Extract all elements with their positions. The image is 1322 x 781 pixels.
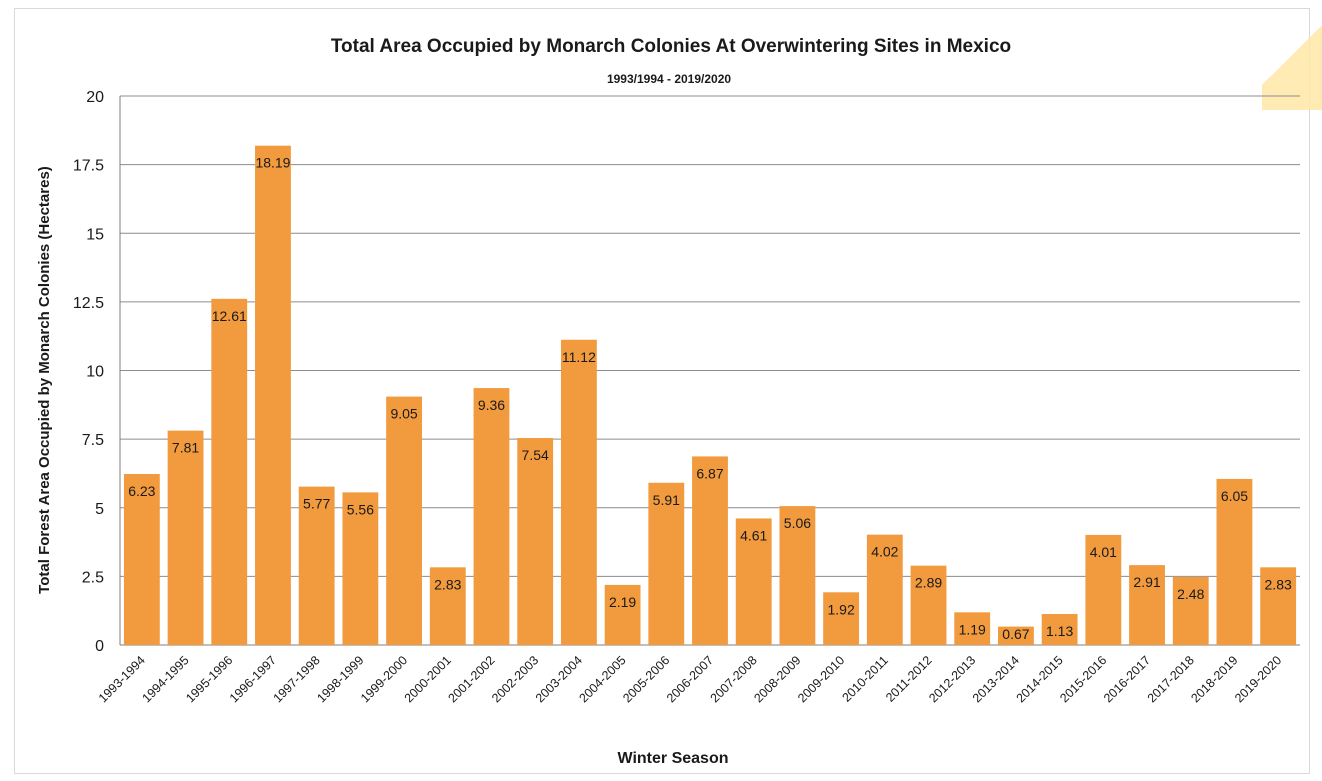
x-tick-label: 2009-2010	[795, 653, 847, 705]
x-tick-label: 2013-2014	[970, 653, 1022, 705]
data-label: 2.91	[1133, 574, 1160, 590]
data-label: 2.19	[609, 594, 636, 610]
data-label: 0.67	[1002, 626, 1029, 642]
x-tick-label: 2008-2009	[751, 653, 803, 705]
bar	[604, 584, 641, 645]
y-tick-label: 0	[95, 638, 104, 655]
x-tick-label: 2006-2007	[664, 653, 716, 705]
y-tick-label: 17.5	[73, 158, 104, 175]
bar	[692, 456, 728, 645]
bar	[1172, 576, 1209, 645]
bar	[1085, 534, 1122, 645]
data-label: 1.92	[827, 601, 854, 617]
data-label: 12.61	[212, 308, 247, 324]
data-label: 6.05	[1221, 488, 1248, 504]
data-label: 5.77	[303, 496, 330, 512]
corner-decoration	[1262, 0, 1322, 110]
bar	[560, 339, 597, 645]
bar	[1129, 565, 1165, 645]
data-label: 5.06	[784, 515, 811, 531]
bar	[1041, 613, 1078, 645]
bar	[386, 396, 422, 645]
x-axis-label: Winter Season	[617, 750, 729, 767]
bar	[342, 492, 379, 645]
data-label: 11.12	[562, 349, 596, 365]
bar	[517, 438, 554, 645]
y-tick-label: 12.5	[73, 295, 104, 312]
y-tick-label: 2.5	[82, 569, 104, 586]
bar	[648, 482, 685, 645]
data-label: 6.23	[128, 483, 155, 499]
bar	[429, 567, 466, 645]
bar	[167, 430, 204, 645]
data-label: 1.19	[959, 621, 986, 637]
data-label: 2.83	[434, 576, 461, 592]
data-label: 9.05	[390, 406, 417, 422]
data-label: 7.81	[172, 440, 199, 456]
data-label: 18.19	[255, 155, 290, 171]
y-tick-label: 5	[95, 501, 104, 518]
x-tick-label: 2005-2006	[620, 653, 672, 705]
data-label: 1.13	[1046, 623, 1073, 639]
x-tick-label: 2019-2020	[1232, 653, 1284, 705]
y-tick-label: 10	[86, 364, 104, 381]
bar	[255, 145, 291, 645]
x-tick-label: 2012-2013	[926, 653, 978, 705]
bar	[123, 473, 160, 645]
data-label: 4.01	[1090, 544, 1117, 560]
data-label: 5.91	[653, 492, 680, 508]
chart-subtitle: 1993/1994 - 2019/2020	[606, 72, 732, 86]
y-tick-label: 15	[86, 226, 104, 243]
data-label: 5.56	[347, 501, 374, 517]
data-label: 4.61	[740, 527, 767, 543]
data-label: 9.36	[478, 397, 505, 413]
data-label: 2.83	[1265, 576, 1292, 592]
chart-title: Total Area Occupied by Monarch Colonies …	[330, 36, 1012, 57]
bar	[823, 592, 860, 645]
bar	[866, 534, 903, 645]
bar	[298, 486, 335, 645]
x-tick-label: 2014-2015	[1014, 653, 1066, 705]
y-tick-label: 20	[86, 89, 104, 106]
bar	[779, 506, 816, 645]
bar	[998, 626, 1034, 645]
data-label: 7.54	[522, 447, 549, 463]
x-tick-label: 2007-2008	[708, 653, 760, 705]
data-label: 2.89	[915, 575, 942, 591]
bar	[1216, 478, 1253, 645]
bar	[473, 388, 510, 645]
bar	[910, 565, 947, 645]
data-label: 2.48	[1177, 586, 1204, 602]
y-tick-label: 7.5	[82, 432, 104, 449]
bar	[1260, 567, 1297, 645]
bar	[735, 518, 772, 645]
bar	[954, 612, 991, 645]
bar	[211, 298, 248, 645]
x-tick-label: 2010-2011	[839, 653, 891, 705]
data-label: 4.02	[871, 544, 898, 560]
data-label: 6.87	[696, 465, 723, 481]
